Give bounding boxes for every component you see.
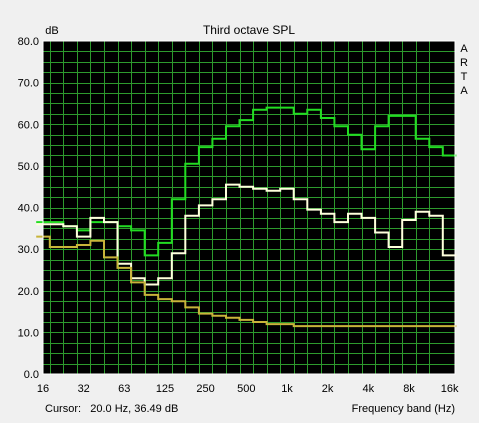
cursor-readout: Cursor: 20.0 Hz, 36.49 dB	[45, 403, 178, 415]
grid	[43, 41, 455, 374]
y-tick-label: 60.0	[18, 119, 39, 131]
x-tick-label: 500	[237, 383, 255, 395]
y-tick-label: 10.0	[18, 327, 39, 339]
x-tick-label: 32	[78, 383, 90, 395]
x-tick-label: 63	[118, 383, 130, 395]
x-tick-labels: 16 32 63 125 250 500 1k 2k 4k 8k 16k	[37, 383, 459, 395]
x-tick-label: 1k	[281, 383, 293, 395]
y-tick-labels: 80.0 70.0 60.0 50.0 40.0 30.0 20.0 10.0 0.0	[18, 36, 39, 381]
x-tick-label: 16	[37, 383, 49, 395]
series-line-3	[36, 235, 457, 328]
y-axis-label: dB	[45, 25, 58, 37]
y-tick-label: 0.0	[24, 369, 39, 381]
y-tick-label: 50.0	[18, 161, 39, 173]
brand-letter: A	[460, 43, 468, 55]
y-tick-label: 80.0	[18, 36, 39, 48]
x-axis-label: Frequency band (Hz)	[352, 403, 455, 415]
x-tick-label: 8k	[403, 383, 415, 395]
series-group	[36, 106, 457, 328]
brand-letter: T	[461, 71, 468, 83]
x-tick-label: 2k	[322, 383, 334, 395]
x-tick-label: 16k	[441, 383, 459, 395]
brand-letter: A	[460, 85, 468, 97]
y-tick-label: 40.0	[18, 203, 39, 215]
x-tick-label: 250	[196, 383, 214, 395]
y-tick-label: 70.0	[18, 78, 39, 90]
y-tick-label: 30.0	[18, 244, 39, 256]
x-tick-label: 125	[156, 383, 174, 395]
y-tick-label: 20.0	[18, 286, 39, 298]
x-tick-label: 4k	[362, 383, 374, 395]
brand-letter: R	[460, 57, 468, 69]
plot-frame	[42, 40, 456, 375]
series-line-2	[36, 183, 457, 286]
plot-area[interactable]	[43, 41, 455, 374]
chart-title: Third octave SPL	[203, 23, 295, 37]
